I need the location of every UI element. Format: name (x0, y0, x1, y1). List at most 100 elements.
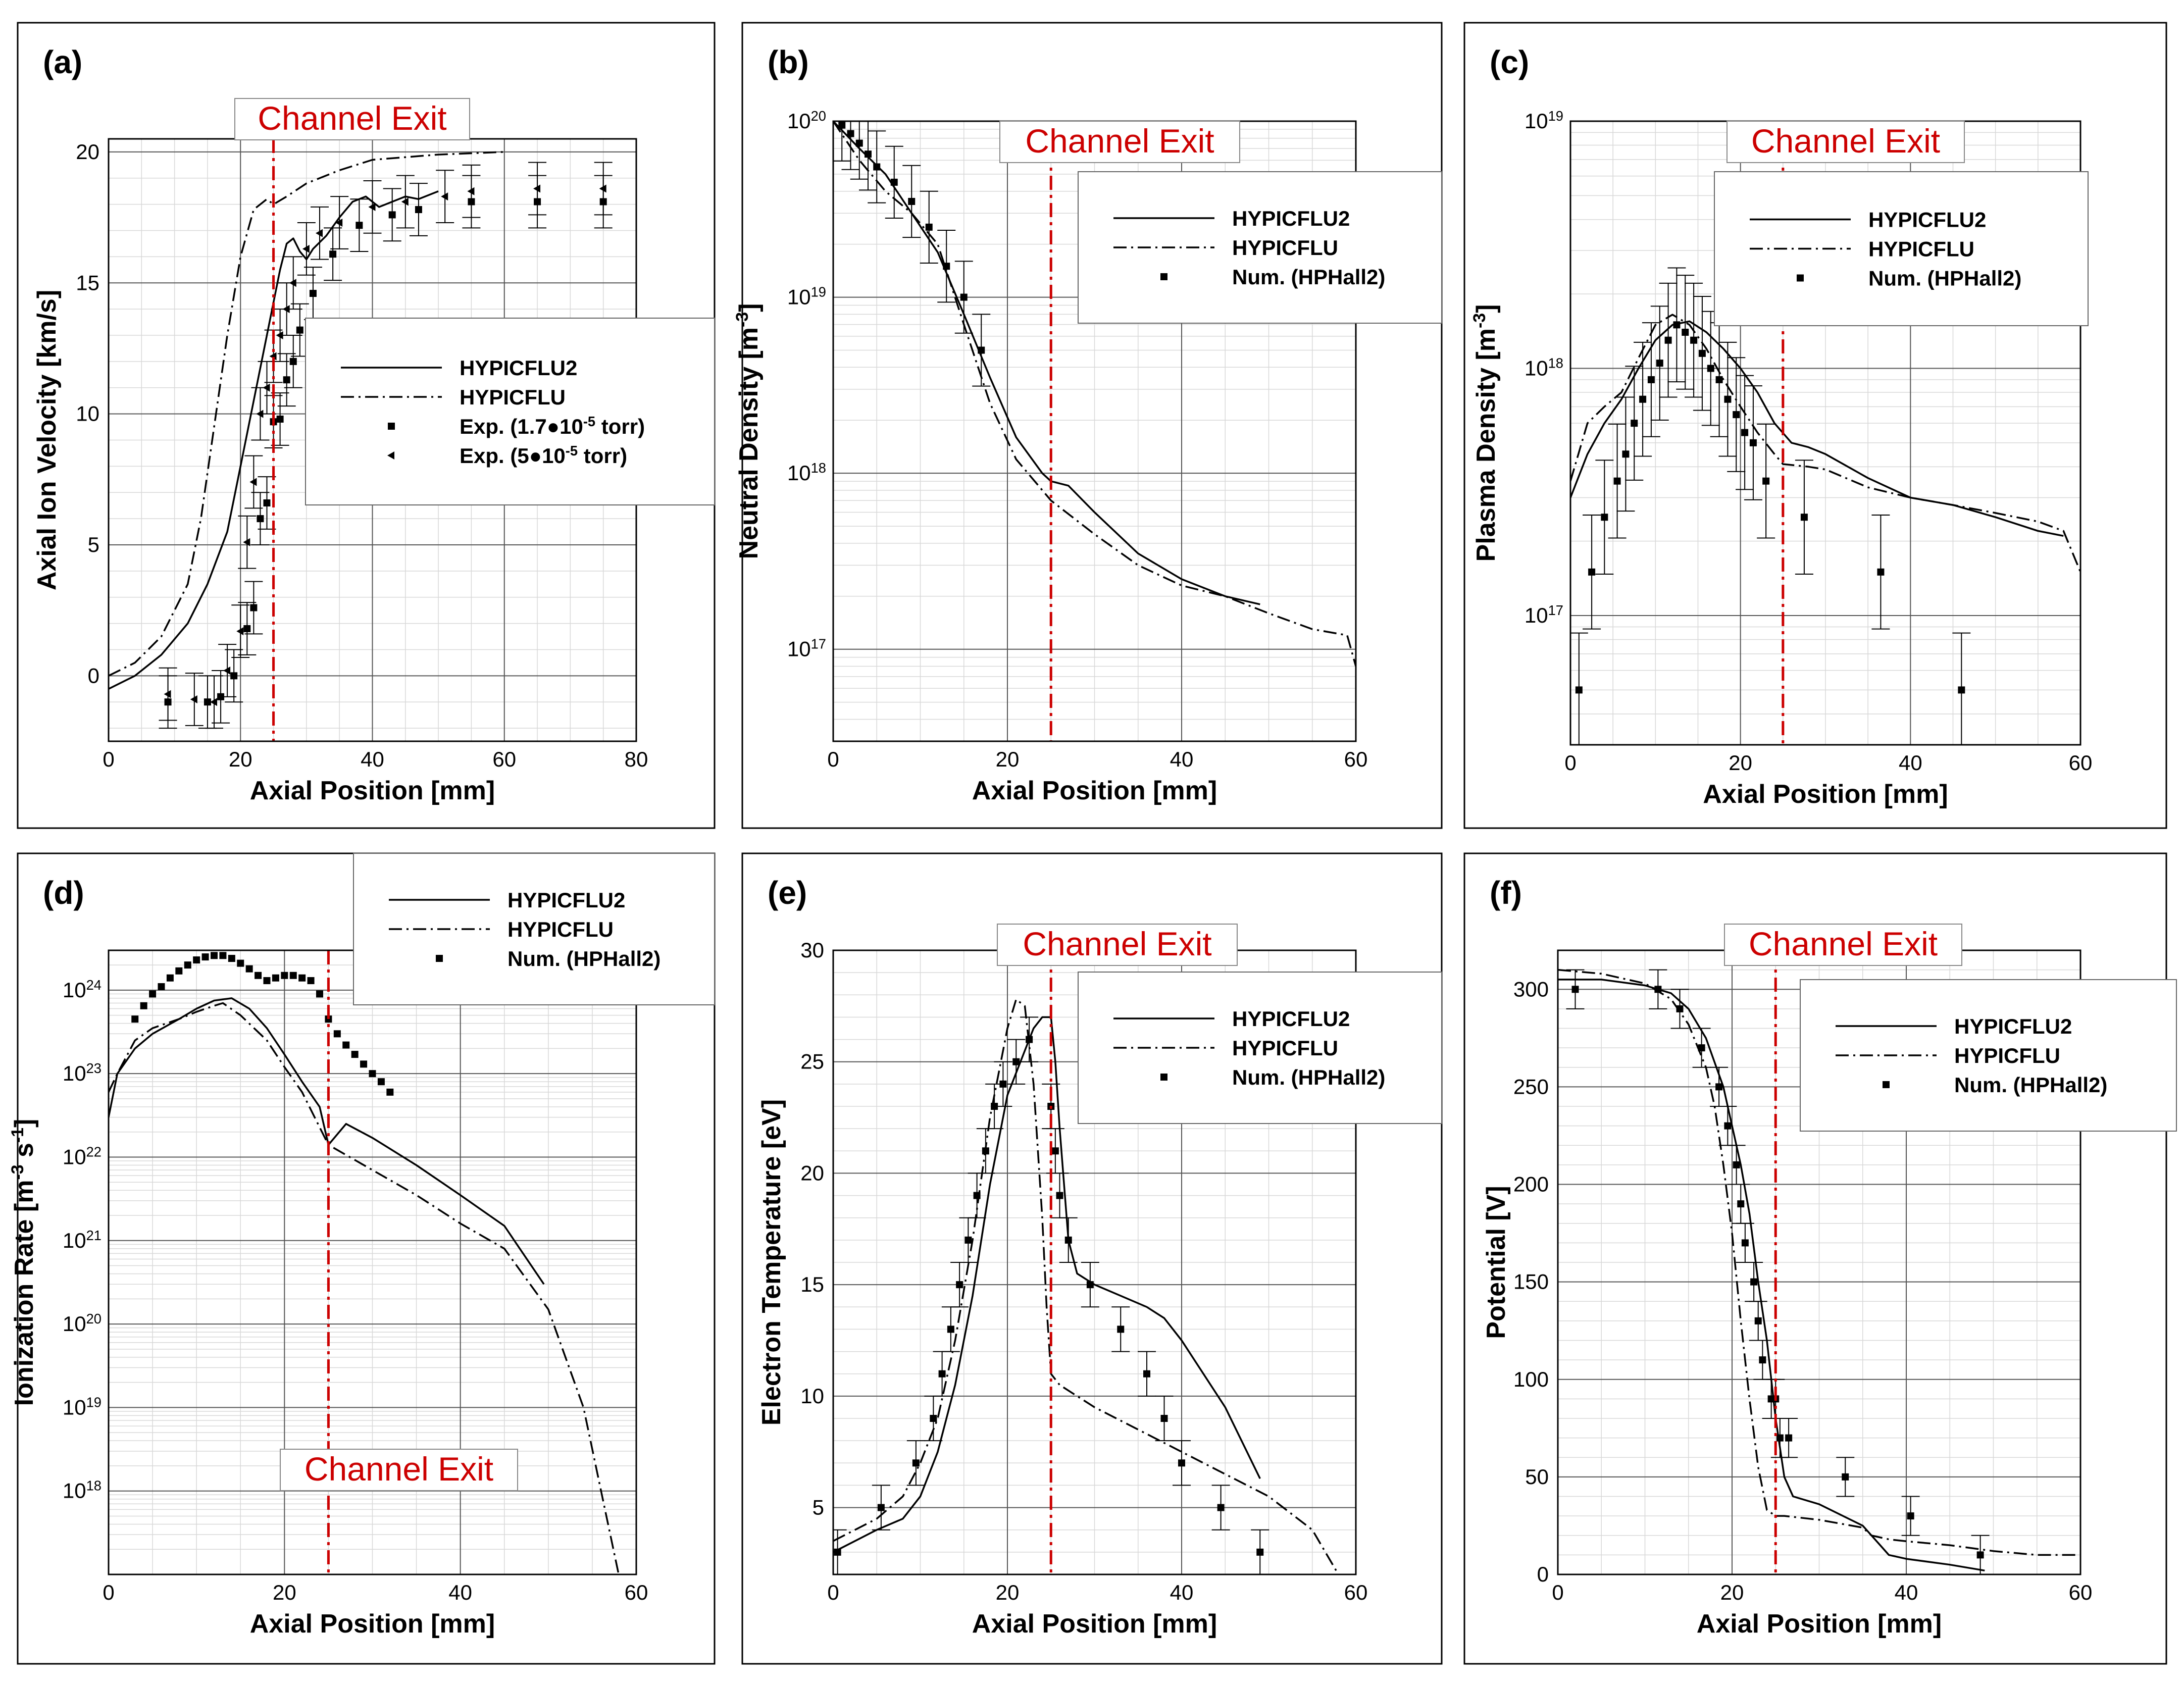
channel-exit-box (999, 121, 1240, 163)
legend: HYPICFLU2 HYPICFLU Num. (HPHall2) (353, 853, 715, 1005)
data-point (467, 187, 475, 195)
data-point (360, 1060, 368, 1068)
series-line-dashdot (1570, 314, 2080, 573)
legend-label: HYPICFLU2 (1868, 208, 1986, 232)
data-point (1724, 395, 1732, 403)
y-tick-label: 1024 (63, 977, 101, 1002)
data-point (164, 690, 171, 698)
data-point (1026, 1036, 1033, 1043)
y-tick-label: 250 (1513, 1075, 1549, 1098)
data-point (1741, 429, 1749, 436)
x-tick-label: 20 (1729, 751, 1752, 775)
data-point (1654, 986, 1662, 993)
data-point (388, 211, 396, 219)
data-point (257, 515, 264, 523)
y-tick-label: 15 (76, 271, 99, 294)
legend-swatch (387, 451, 394, 460)
data-point (355, 222, 363, 229)
x-tick-label: 0 (827, 747, 839, 771)
y-tick-label: 300 (1513, 977, 1549, 1001)
legend-swatch (436, 955, 443, 962)
y-tick-label: 30 (800, 938, 824, 962)
data-point (1673, 321, 1681, 329)
y-tick-label: 1018 (63, 1477, 101, 1503)
data-point (243, 625, 251, 632)
y-tick-label: 10 (800, 1384, 824, 1408)
data-point (1086, 1281, 1094, 1289)
data-point (249, 478, 257, 486)
data-point (351, 1051, 359, 1058)
data-point (1759, 1356, 1766, 1364)
data-point (307, 977, 315, 985)
data-point (281, 972, 288, 979)
data-point (855, 139, 863, 147)
legend-label: Num. (HPHall2) (507, 947, 661, 971)
data-point (1622, 450, 1630, 458)
data-point (131, 1015, 139, 1023)
y-tick-label: 15 (800, 1272, 824, 1296)
legend-label: HYPICFLU (1232, 236, 1338, 260)
y-tick-label: 1017 (1525, 602, 1563, 628)
series-group (833, 121, 1356, 667)
data-point (1575, 686, 1583, 694)
data-point (838, 121, 846, 129)
y-axis-title: Ionization Rate [m-3 s-1] (8, 1119, 39, 1406)
data-point (1160, 1415, 1168, 1422)
x-axis-title: Axial Position [mm] (972, 1609, 1217, 1639)
data-point (289, 279, 296, 287)
data-point (1715, 1083, 1723, 1091)
channel-exit-label: Channel Exit (1023, 925, 1211, 962)
x-tick-label: 60 (2069, 1580, 2093, 1604)
x-tick-label: 0 (827, 1580, 839, 1604)
data-point (1733, 411, 1740, 419)
data-point (1958, 686, 1965, 694)
legend-label: HYPICFLU2 (460, 356, 577, 380)
data-point (1715, 376, 1723, 383)
data-point (908, 197, 916, 205)
y-axis-title: Plasma Density [m-3] (1470, 304, 1501, 562)
data-point (255, 972, 262, 979)
data-point (1785, 1434, 1793, 1442)
data-point (912, 1459, 920, 1467)
data-point (1571, 986, 1579, 993)
data-point (333, 1030, 341, 1038)
data-point (1056, 1192, 1063, 1199)
x-tick-label: 20 (996, 1580, 1020, 1604)
legend-swatch (1797, 274, 1804, 282)
data-point (1741, 1239, 1749, 1247)
y-tick-label: 0 (88, 664, 99, 687)
series-line-solid (109, 190, 439, 690)
legend: HYPICFLU2 HYPICFLU Num. (HPHall2) (1714, 171, 2089, 326)
channel-exit-box (997, 924, 1238, 966)
channel-exit-label: Channel Exit (1751, 122, 1940, 160)
legend-label: Num. (HPHall2) (1232, 1065, 1385, 1089)
y-tick-label: 1019 (787, 284, 826, 309)
channel-exit-label: Channel Exit (1749, 925, 1938, 962)
data-point (237, 959, 244, 967)
legend-label: Num. (HPHall2) (1232, 265, 1385, 289)
x-axis-title: Axial Position [mm] (250, 776, 495, 805)
series-group (109, 952, 620, 1574)
data-point (1776, 1434, 1784, 1442)
data-point (1690, 336, 1698, 344)
data-point (999, 1080, 1007, 1088)
panel-label: (d) (43, 875, 84, 911)
y-axis-title: Potential [V] (1482, 1186, 1511, 1339)
data-point (1877, 568, 1885, 576)
data-point (1762, 477, 1770, 485)
data-point (386, 1088, 394, 1096)
data-point (890, 178, 898, 186)
data-point (1647, 376, 1655, 383)
legend-label: HYPICFLU2 (507, 888, 625, 912)
x-tick-label: 40 (1899, 751, 1922, 775)
series-line-solid (1570, 320, 2064, 537)
data-point (441, 192, 448, 201)
y-axis-title: Axial Ion Velocity [km/s] (32, 290, 62, 590)
data-point (834, 1548, 841, 1556)
data-point (1639, 395, 1647, 403)
data-point (415, 206, 422, 214)
y-tick-label: 5 (88, 533, 99, 556)
